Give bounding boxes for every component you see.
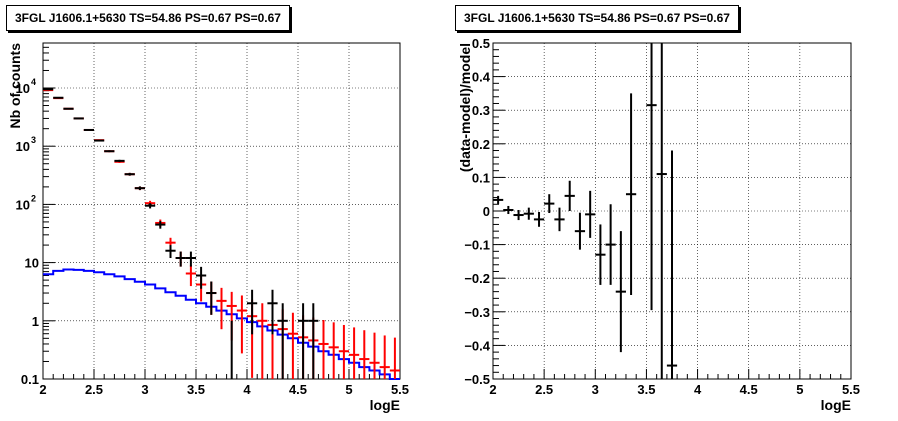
residuals-x-tick-label: 3.5 [637,382,655,397]
residuals-y-tick-label: 0.4 [472,70,491,85]
counts-y-tick-label: 10 [25,256,39,271]
residuals-x-tick-label: 2.5 [535,382,553,397]
residuals-y-tick-label: −0.5 [464,372,490,387]
residuals-y-tick-label: 0 [483,204,490,219]
counts-y-tick-label: 10 [16,139,30,154]
residuals-marks [493,43,678,379]
counts-x-tick-label: 2 [39,382,46,397]
counts-title: 3FGL J1606.1+5630 TS=54.86 PS=0.67 PS=0.… [6,5,290,31]
counts-y-tick-label: 1 [32,314,39,329]
counts-y-tick-label: 0.1 [21,372,39,387]
residuals-y-tick-label: −0.1 [464,238,490,253]
counts-marks [43,88,400,380]
residuals-x-tick-label: 2 [489,382,496,397]
counts-y-tick-label: 10 [16,81,30,96]
counts-x-tick-label: 4 [243,382,251,397]
counts-x-tick-label: 5.5 [391,382,409,397]
residuals-y-tick-label: 0.3 [472,103,490,118]
residuals-y-tick-label: −0.4 [464,338,490,353]
counts-grid [43,43,400,379]
counts-plot-frame [42,42,401,380]
residuals-y-tick-label: 0.1 [472,170,490,185]
counts-y-tick-label: 10 [16,197,30,212]
residuals-y-tick-label: −0.3 [464,305,490,320]
residuals-y-tick-label: 0.2 [472,137,490,152]
residuals-x-tick-label: 5 [796,382,803,397]
counts-x-tick-label: 5 [345,382,352,397]
counts-y-tick-exponent: 3 [31,135,36,145]
counts-x-tick-label: 3 [141,382,148,397]
residuals-title: 3FGL J1606.1+5630 TS=54.86 PS=0.67 PS=0.… [455,5,739,31]
residuals-grid [493,43,851,379]
counts-x-tick-label: 4.5 [289,382,307,397]
counts-x-tick-label: 3.5 [187,382,205,397]
counts-y-tick-exponent: 4 [31,77,36,87]
counts-y-label: Nb of counts [7,43,23,129]
residuals-y-tick-label: 0.5 [472,36,490,51]
residuals-x-tick-label: 5.5 [842,382,860,397]
counts-y-tick-exponent: 2 [31,193,36,203]
residuals-x-tick-label: 4.5 [740,382,758,397]
counts-x-tick-label: 2.5 [85,382,103,397]
residuals-x-label: logE [821,397,851,413]
residuals-x-tick-label: 3 [592,382,599,397]
residuals-y-label: (data-model)/model [457,43,473,172]
residuals-x-tick-label: 4 [694,382,702,397]
residuals-axis-ticks: 2 2.5 3 3.5 4 4.5 5 5.5 −0.5 −0.4 −0.3 −0.2 −0.1 0 0.1… [464,36,860,397]
residuals-y-tick-label: −0.2 [464,271,490,286]
counts-x-label: logE [370,397,400,413]
residuals-panel: 2 2.5 3 3.5 4 4.5 5 5.5 −0.5 −0.4 −0.3 −0.2 −0.1 0 0.1… [457,36,860,413]
